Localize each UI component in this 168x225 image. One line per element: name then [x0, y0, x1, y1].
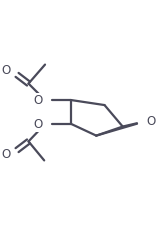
Text: O: O: [34, 118, 43, 130]
Text: O: O: [2, 64, 11, 77]
Text: O: O: [2, 148, 11, 161]
Text: O: O: [146, 115, 155, 128]
Text: O: O: [34, 94, 43, 107]
